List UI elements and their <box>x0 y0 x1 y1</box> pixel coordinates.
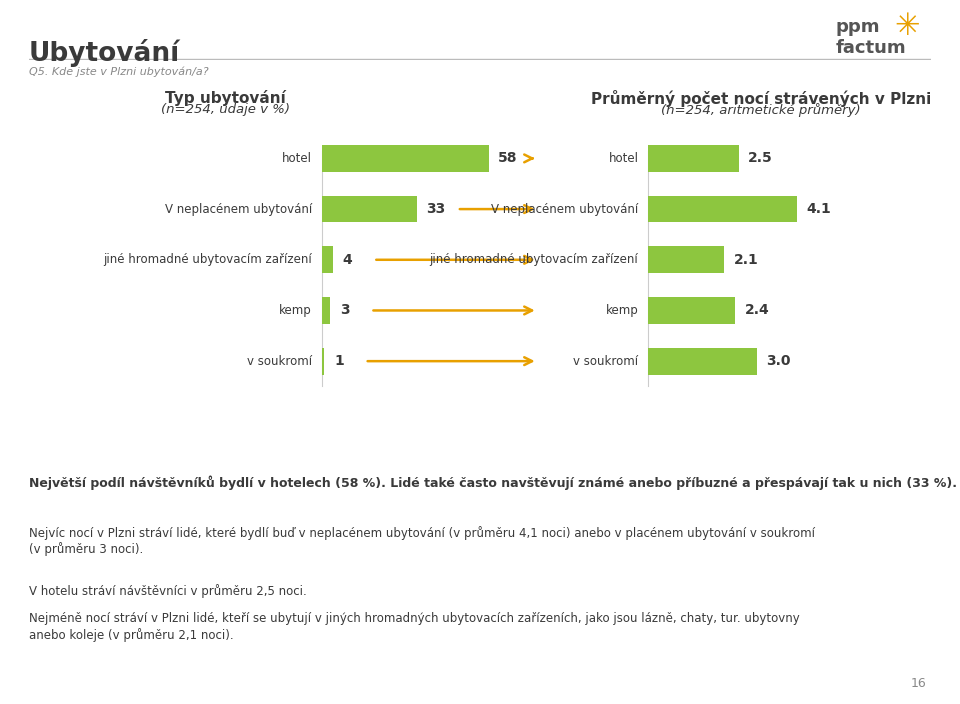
Text: Nejvíc nocí v Plzni stráví lidé, které bydlí buď v neplacénem ubytování (v průmě: Nejvíc nocí v Plzni stráví lidé, které b… <box>29 526 815 556</box>
Text: 3.0: 3.0 <box>766 354 791 368</box>
Text: kemp: kemp <box>279 304 312 317</box>
Text: Typ ubytování: Typ ubytování <box>165 90 286 106</box>
Text: hotel: hotel <box>609 152 638 165</box>
Text: 16: 16 <box>911 677 926 690</box>
Text: 4.1: 4.1 <box>806 202 831 216</box>
Text: ppm: ppm <box>835 18 879 36</box>
Text: kemp: kemp <box>606 304 638 317</box>
Text: (n=254, aritmetické průměry): (n=254, aritmetické průměry) <box>661 103 861 118</box>
Text: 1: 1 <box>334 354 344 368</box>
Text: (n=254, údaje v %): (n=254, údaje v %) <box>161 103 290 116</box>
Text: Ubytování: Ubytování <box>29 39 180 67</box>
Text: Nejméně nocí stráví v Plzni lidé, kteří se ubytují v jiných hromadných ubytovací: Nejméně nocí stráví v Plzni lidé, kteří … <box>29 612 800 641</box>
Text: 33: 33 <box>426 202 445 216</box>
Text: Největší podíl návštěvníků bydlí v hotelech (58 %). Lidé také často navštěvují z: Největší podíl návštěvníků bydlí v hotel… <box>29 475 957 490</box>
Text: jiné hromadné ubytovacím zařízení: jiné hromadné ubytovacím zařízení <box>430 253 638 266</box>
Text: 2.5: 2.5 <box>748 151 773 165</box>
Text: V neplacénem ubytování: V neplacénem ubytování <box>165 203 312 215</box>
Text: 2.1: 2.1 <box>733 253 758 267</box>
Text: v soukromí: v soukromí <box>573 355 638 367</box>
Text: 3: 3 <box>340 303 349 318</box>
Text: 58: 58 <box>498 151 517 165</box>
Text: Průměrný počet nocí strávených v Plzni: Průměrný počet nocí strávených v Plzni <box>591 90 931 107</box>
Text: 4: 4 <box>343 253 352 267</box>
Text: Q5. Kde jste v Plzni ubytován/a?: Q5. Kde jste v Plzni ubytován/a? <box>29 66 208 77</box>
Text: V hotelu stráví návštěvníci v průměru 2,5 noci.: V hotelu stráví návštěvníci v průměru 2,… <box>29 584 306 598</box>
Text: 2.4: 2.4 <box>745 303 769 318</box>
Text: jiné hromadné ubytovacím zařízení: jiné hromadné ubytovacím zařízení <box>104 253 312 266</box>
Text: hotel: hotel <box>282 152 312 165</box>
Text: v soukromí: v soukromí <box>247 355 312 367</box>
Text: ✳: ✳ <box>895 11 921 41</box>
Text: V neplacénem ubytování: V neplacénem ubytování <box>492 203 638 215</box>
Text: factum: factum <box>835 39 906 57</box>
